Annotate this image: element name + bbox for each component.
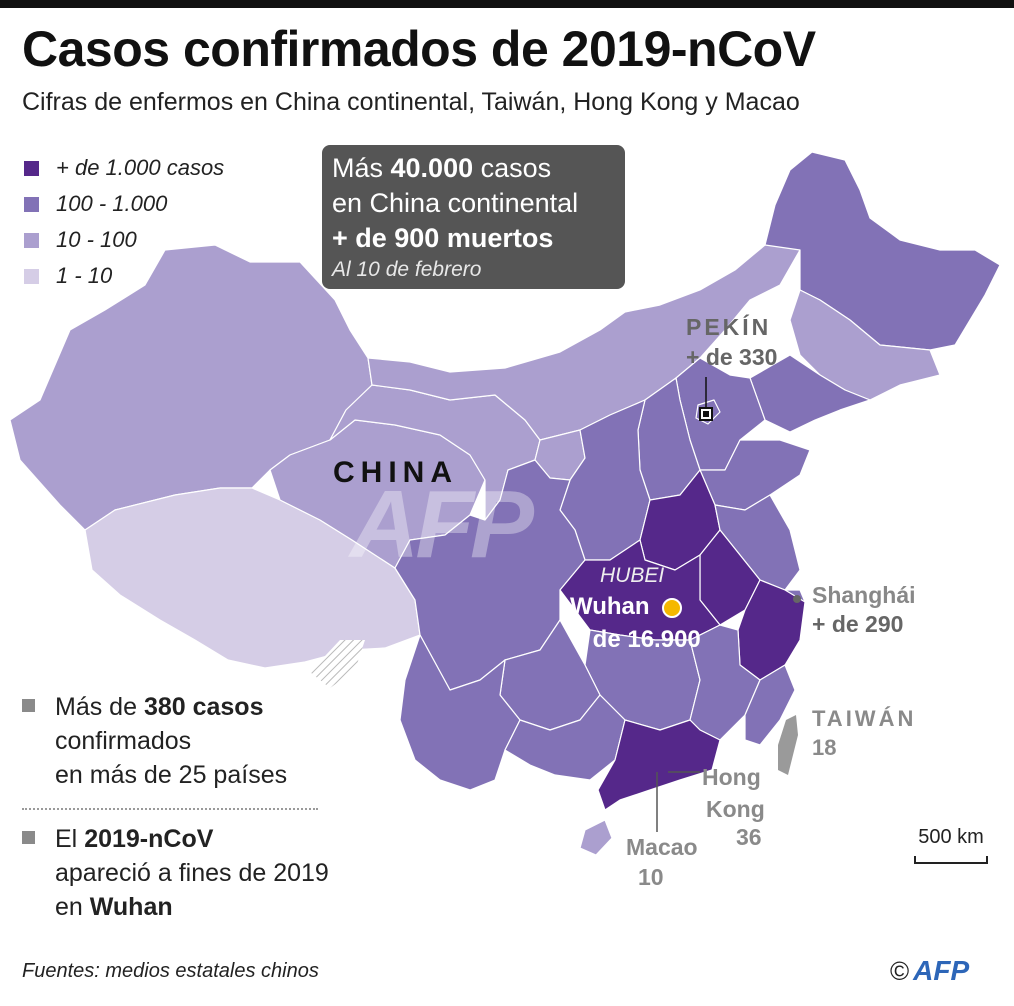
legend-swatch: [24, 233, 39, 248]
region-hainan: [579, 819, 613, 856]
wuhan-label: Wuhan: [570, 593, 650, 620]
region-yunnan: [399, 634, 521, 791]
afp-watermark: AFP: [350, 471, 534, 578]
hongkong-cases: 36: [736, 824, 762, 850]
hongkong-name-2: Kong: [706, 796, 765, 822]
macao-cases: 10: [638, 864, 664, 890]
page-title: Casos confirmados de 2019-nCoV: [22, 21, 816, 77]
scale-label: 500 km: [918, 826, 984, 848]
note-origin: El 2019-nCoV apareció a fines de 2019 en…: [22, 822, 382, 932]
region-taiwan: [778, 715, 798, 775]
scale-bar: 500 km: [914, 826, 988, 864]
legend-swatch: [24, 269, 39, 284]
beijing-cases: + de 330: [686, 344, 778, 370]
summary-region: en China continental: [332, 188, 579, 218]
wuhan-dot: [662, 598, 682, 618]
macao-name: Macao: [626, 834, 698, 860]
summary-box: Más 40.000 casos en China continental + …: [322, 145, 625, 289]
note-origin-line1: El 2019-nCoV: [55, 825, 214, 853]
note-origin-line2: apareció a fines de 2019: [55, 859, 329, 887]
summary-date: Al 10 de febrero: [332, 258, 482, 281]
legend-swatch: [24, 161, 39, 176]
hongkong-name-1: Hong: [702, 764, 761, 790]
bullet-square: [22, 831, 35, 844]
shanghai-marker: [793, 595, 801, 603]
china-map: [9, 151, 1001, 856]
note-origin-line3: en Wuhan: [55, 893, 173, 921]
legend-label: + de 1.000 casos: [56, 155, 225, 180]
wuhan-cases: + de 16.900: [572, 626, 701, 653]
legend-label: 10 - 100: [56, 227, 137, 252]
shanghai-name: Shanghái: [812, 582, 916, 608]
disputed-area: [310, 640, 365, 688]
region-guangdong: [597, 719, 721, 811]
afp-logo: AFP: [913, 955, 970, 986]
note-countries-line2: confirmados: [55, 727, 192, 755]
legend-swatch: [24, 197, 39, 212]
copyright: © AFP: [890, 955, 970, 986]
region-fujian: [744, 664, 796, 746]
note-countries-line3: en más de 25 países: [55, 761, 288, 789]
shanghai-cases: + de 290: [812, 611, 904, 637]
legend-label: 1 - 10: [56, 263, 113, 288]
region-jilin: [789, 289, 941, 401]
taiwan-cases: 18: [812, 735, 837, 760]
scale-line: [914, 856, 988, 864]
note-countries: Más de 380 casos confirmados en más de 2…: [22, 690, 322, 800]
summary-deaths: + de 900 muertos: [332, 223, 554, 253]
sources: Fuentes: medios estatales chinos: [22, 960, 319, 982]
region-liaoning: [749, 354, 871, 433]
notes-divider: [22, 808, 318, 810]
bullet-square: [22, 699, 35, 712]
hubei-label: HUBEI: [600, 564, 665, 587]
country-label: CHINA: [333, 456, 458, 489]
page-subtitle: Cifras de enfermos en China continental,…: [22, 88, 800, 116]
beijing-name: PEKÍN: [686, 314, 772, 340]
legend-label: 100 - 1.000: [56, 191, 168, 216]
taiwan-name: TAIWÁN: [812, 706, 917, 731]
note-countries-line1: Más de 380 casos: [55, 693, 264, 721]
summary-cases: Más 40.000 casos: [332, 153, 552, 183]
top-rule: [0, 0, 1014, 8]
